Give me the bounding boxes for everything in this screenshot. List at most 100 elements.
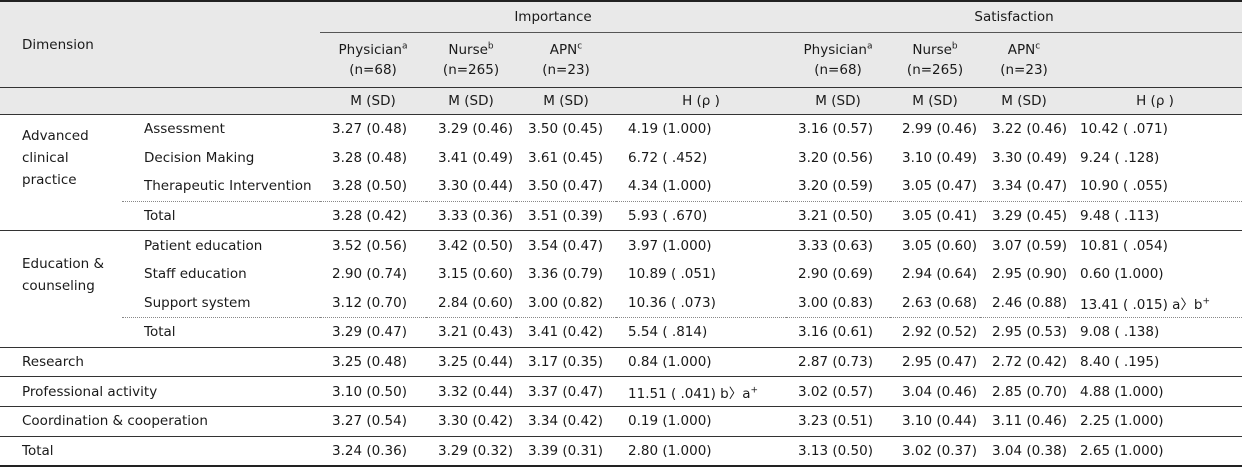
value-cell: 3.02 (0.37) — [890, 435, 981, 467]
value-cell: 3.10 (0.50) — [320, 376, 427, 407]
value-cell: 3.10 (0.44) — [890, 405, 981, 437]
value-cell: 3.29 (0.45) — [980, 200, 1069, 231]
value-cell: 3.21 (0.43) — [426, 317, 517, 348]
stat-header-h: H (ρ ) — [616, 87, 787, 115]
value-cell: 3.25 (0.44) — [426, 346, 517, 377]
imp-apn-header: APNc (n=23) — [516, 32, 617, 88]
value-cell: 3.15 (0.60) — [438, 266, 513, 283]
value-cell: 2.46 (0.88) — [992, 294, 1067, 311]
table-header: Dimension Importance Satisfaction Physic… — [0, 0, 1242, 115]
h-value-cell: 8.40 ( .195) — [1068, 346, 1242, 377]
value-cell: 2.99 (0.46) — [902, 121, 977, 138]
h-value-cell: 10.81 ( .054) — [1068, 230, 1242, 260]
h-value-cell: 9.48 ( .113) — [1068, 200, 1242, 231]
value-cell: 3.39 (0.31) — [516, 435, 617, 467]
value-cell: 3.41 (0.49) — [438, 149, 513, 166]
table-row: Therapeutic Intervention 3.28 (0.50) 3.3… — [0, 172, 1242, 201]
value-cell: 3.51 (0.39) — [516, 200, 617, 231]
value-cell: 3.20 (0.59) — [798, 178, 873, 195]
value-cell: 3.27 (0.48) — [332, 121, 407, 138]
value-cell: 3.05 (0.41) — [890, 200, 981, 231]
table-row: Staff education 2.90 (0.74) 3.15 (0.60) … — [0, 260, 1242, 289]
value-cell: 3.20 (0.56) — [798, 149, 873, 166]
value-cell: 3.34 (0.42) — [516, 405, 617, 437]
stat-header-msd: M (SD) — [516, 87, 617, 115]
h-value-cell: 5.93 ( .670) — [616, 200, 787, 231]
value-cell: 2.85 (0.70) — [980, 376, 1069, 407]
value-cell: 3.29 (0.32) — [426, 435, 517, 467]
value-cell: 3.21 (0.50) — [786, 200, 891, 231]
subdimension-cell: Assessment — [144, 121, 225, 138]
blank-cell — [0, 201, 122, 231]
stat-header-msd: M (SD) — [890, 87, 981, 115]
h-value-cell: 10.36 ( .073) — [628, 294, 716, 311]
table-row: Advanced clinical practice Assessment 3.… — [0, 115, 1242, 188]
value-cell: 2.84 (0.60) — [438, 294, 513, 311]
value-cell: 2.95 (0.90) — [992, 266, 1067, 283]
value-cell: 3.33 (0.63) — [786, 230, 891, 260]
value-cell: 3.37 (0.47) — [516, 376, 617, 407]
value-cell: 3.10 (0.49) — [902, 149, 977, 166]
value-cell: 3.29 (0.47) — [320, 317, 427, 348]
value-cell: 2.94 (0.64) — [902, 266, 977, 283]
h-value-cell: 10.90 ( .055) — [1080, 178, 1168, 195]
value-cell: 3.28 (0.42) — [320, 200, 427, 231]
h-value-cell: 0.19 (1.000) — [616, 405, 787, 437]
value-cell: 2.90 (0.74) — [332, 266, 407, 283]
table-row: Professional activity 3.10 (0.50) 3.32 (… — [0, 376, 1242, 407]
value-cell: 3.04 (0.46) — [890, 376, 981, 407]
value-cell: 3.30 (0.49) — [992, 149, 1067, 166]
h-value-cell: 0.84 (1.000) — [616, 346, 787, 377]
stat-header-msd: M (SD) — [786, 87, 891, 115]
table-row: Education & counseling Patient education… — [0, 230, 1242, 318]
value-cell: 3.05 (0.47) — [902, 178, 977, 195]
subdimension-cell: Patient education — [122, 230, 321, 260]
h-value-cell: 5.54 ( .814) — [616, 317, 787, 348]
value-cell: 2.95 (0.47) — [890, 346, 981, 377]
value-cell: 3.04 (0.38) — [980, 435, 1069, 467]
value-cell: 3.12 (0.70) — [332, 294, 407, 311]
value-cell: 3.28 (0.50) — [332, 178, 407, 195]
dimension-cell: Professional activity — [0, 376, 321, 407]
h-value-cell: 6.72 ( .452) — [628, 149, 708, 166]
value-cell: 3.27 (0.54) — [320, 405, 427, 437]
dimension-cell: Research — [0, 346, 321, 377]
value-cell: 3.02 (0.57) — [786, 376, 891, 407]
table-row: Total 3.24 (0.36) 3.29 (0.32) 3.39 (0.31… — [0, 435, 1242, 467]
subdimension-cell: Staff education — [144, 266, 247, 283]
value-cell: 3.61 (0.45) — [528, 149, 603, 166]
value-cell: 3.54 (0.47) — [516, 230, 617, 260]
subdimension-cell: Total — [122, 200, 321, 231]
value-cell: 3.36 (0.79) — [528, 266, 603, 283]
table-row: Research 3.25 (0.48) 3.25 (0.44) 3.17 (0… — [0, 346, 1242, 377]
sat-apn-header: APNc (n=23) — [980, 32, 1069, 88]
value-cell: 2.87 (0.73) — [786, 346, 891, 377]
importance-header: Importance — [320, 0, 787, 33]
value-cell: 3.30 (0.44) — [438, 178, 513, 195]
sat-nurse-header: Nurseb (n=265) — [890, 32, 981, 88]
value-cell: 3.33 (0.36) — [426, 200, 517, 231]
imp-physician-header: Physiciana (n=68) — [320, 32, 427, 88]
h-value-cell: 4.88 (1.000) — [1068, 376, 1242, 407]
value-cell: 2.63 (0.68) — [902, 294, 977, 311]
imp-nurse-header: Nurseb (n=265) — [426, 32, 517, 88]
dimension-cell: Education & counseling — [0, 230, 122, 318]
h-value-cell: 9.08 ( .138) — [1068, 317, 1242, 348]
subdimension-cell: Total — [122, 317, 321, 348]
stat-header-blank — [0, 87, 321, 115]
table-row: Coordination & cooperation 3.27 (0.54) 3… — [0, 405, 1242, 437]
h-value-cell: 13.41 ( .015) a〉b+ — [1080, 296, 1211, 313]
table-row: Total 3.29 (0.47) 3.21 (0.43) 3.41 (0.42… — [0, 317, 1242, 348]
value-cell: 3.17 (0.35) — [516, 346, 617, 377]
table-row: Total 3.28 (0.42) 3.33 (0.36) 3.51 (0.39… — [0, 200, 1242, 231]
value-cell: 3.07 (0.59) — [980, 230, 1069, 260]
value-cell: 3.32 (0.44) — [426, 376, 517, 407]
value-cell: 3.16 (0.57) — [798, 121, 873, 138]
value-cell: 3.30 (0.42) — [426, 405, 517, 437]
h-value-cell: 2.65 (1.000) — [1068, 435, 1242, 467]
stat-header-h: H (ρ ) — [1068, 87, 1242, 115]
blank-cell — [0, 318, 122, 348]
value-cell: 2.95 (0.53) — [980, 317, 1069, 348]
value-cell: 3.42 (0.50) — [426, 230, 517, 260]
table-row: Support system 3.12 (0.70) 2.84 (0.60) 3… — [0, 289, 1242, 318]
